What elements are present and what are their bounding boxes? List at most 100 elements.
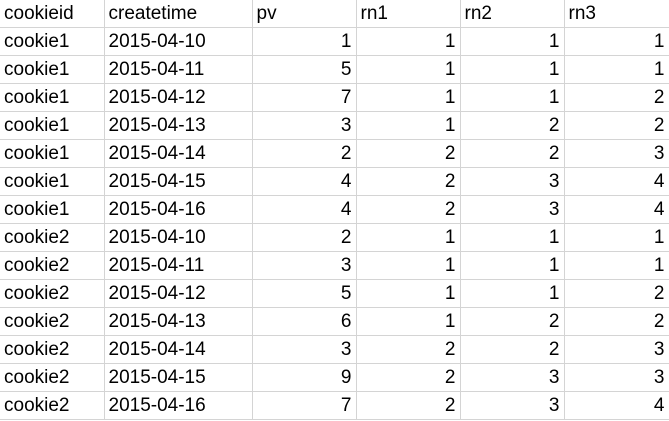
cell-rn3[interactable]: 2 <box>564 83 669 112</box>
cell-rn2[interactable]: 2 <box>460 335 565 364</box>
header-cell-rn1[interactable]: rn1 <box>356 0 461 28</box>
cell-cookieid[interactable]: cookie2 <box>0 335 105 364</box>
cell-rn1[interactable]: 2 <box>356 139 461 168</box>
cell-createtime[interactable]: 2015-04-10 <box>104 223 253 252</box>
cell-rn3[interactable]: 2 <box>564 279 669 308</box>
cell-createtime[interactable]: 2015-04-12 <box>104 279 253 308</box>
cell-pv[interactable]: 7 <box>252 391 357 420</box>
table-row: cookie2 2015-04-12 5 1 1 2 <box>0 279 669 308</box>
cell-rn2[interactable]: 3 <box>460 391 565 420</box>
header-cell-cookieid[interactable]: cookieid <box>0 0 105 28</box>
cell-pv[interactable]: 4 <box>252 167 357 196</box>
cell-cookieid[interactable]: cookie1 <box>0 195 105 224</box>
cell-createtime[interactable]: 2015-04-14 <box>104 139 253 168</box>
cell-rn3[interactable]: 3 <box>564 335 669 364</box>
cell-pv[interactable]: 4 <box>252 195 357 224</box>
cell-cookieid[interactable]: cookie2 <box>0 391 105 420</box>
cell-rn2[interactable]: 3 <box>460 195 565 224</box>
table-row: cookie1 2015-04-10 1 1 1 1 <box>0 27 669 56</box>
cell-cookieid[interactable]: cookie2 <box>0 251 105 280</box>
table-row: cookie2 2015-04-14 3 2 2 3 <box>0 335 669 364</box>
table-row: cookie1 2015-04-14 2 2 2 3 <box>0 139 669 168</box>
header-cell-rn2[interactable]: rn2 <box>460 0 565 28</box>
cell-rn1[interactable]: 2 <box>356 363 461 392</box>
cell-createtime[interactable]: 2015-04-12 <box>104 83 253 112</box>
cell-createtime[interactable]: 2015-04-13 <box>104 111 253 140</box>
cell-createtime[interactable]: 2015-04-16 <box>104 195 253 224</box>
cell-cookieid[interactable]: cookie1 <box>0 27 105 56</box>
cell-rn1[interactable]: 1 <box>356 27 461 56</box>
cell-rn3[interactable]: 3 <box>564 139 669 168</box>
cell-rn2[interactable]: 3 <box>460 363 565 392</box>
table-row: cookie1 2015-04-16 4 2 3 4 <box>0 195 669 224</box>
cell-cookieid[interactable]: cookie1 <box>0 55 105 84</box>
cell-pv[interactable]: 1 <box>252 27 357 56</box>
cell-cookieid[interactable]: cookie2 <box>0 363 105 392</box>
cell-rn1[interactable]: 1 <box>356 223 461 252</box>
cell-rn3[interactable]: 2 <box>564 307 669 336</box>
cell-pv[interactable]: 3 <box>252 251 357 280</box>
cell-cookieid[interactable]: cookie2 <box>0 307 105 336</box>
cell-rn1[interactable]: 2 <box>356 167 461 196</box>
cell-rn3[interactable]: 2 <box>564 111 669 140</box>
cell-cookieid[interactable]: cookie1 <box>0 167 105 196</box>
cell-rn2[interactable]: 1 <box>460 251 565 280</box>
cell-rn2[interactable]: 1 <box>460 55 565 84</box>
table-row: cookie2 2015-04-16 7 2 3 4 <box>0 391 669 420</box>
header-cell-pv[interactable]: pv <box>252 0 357 28</box>
cell-rn3[interactable]: 1 <box>564 27 669 56</box>
cell-rn1[interactable]: 1 <box>356 251 461 280</box>
header-row: cookieid createtime pv rn1 rn2 rn3 <box>0 0 669 28</box>
cell-rn1[interactable]: 1 <box>356 307 461 336</box>
cell-rn1[interactable]: 2 <box>356 335 461 364</box>
cell-createtime[interactable]: 2015-04-16 <box>104 391 253 420</box>
cell-rn3[interactable]: 4 <box>564 195 669 224</box>
cell-createtime[interactable]: 2015-04-14 <box>104 335 253 364</box>
cell-rn2[interactable]: 2 <box>460 307 565 336</box>
cell-rn1[interactable]: 2 <box>356 391 461 420</box>
header-cell-createtime[interactable]: createtime <box>104 0 253 28</box>
cell-createtime[interactable]: 2015-04-15 <box>104 363 253 392</box>
cell-pv[interactable]: 2 <box>252 223 357 252</box>
cell-rn2[interactable]: 2 <box>460 111 565 140</box>
cell-rn2[interactable]: 3 <box>460 167 565 196</box>
cell-rn3[interactable]: 1 <box>564 223 669 252</box>
cell-cookieid[interactable]: cookie1 <box>0 83 105 112</box>
cell-pv[interactable]: 9 <box>252 363 357 392</box>
cell-rn2[interactable]: 1 <box>460 83 565 112</box>
cell-rn1[interactable]: 1 <box>356 111 461 140</box>
cell-pv[interactable]: 6 <box>252 307 357 336</box>
cell-createtime[interactable]: 2015-04-13 <box>104 307 253 336</box>
cell-rn2[interactable]: 1 <box>460 279 565 308</box>
cell-rn3[interactable]: 1 <box>564 251 669 280</box>
cell-rn3[interactable]: 3 <box>564 363 669 392</box>
cell-pv[interactable]: 3 <box>252 111 357 140</box>
cell-createtime[interactable]: 2015-04-10 <box>104 27 253 56</box>
cell-rn3[interactable]: 4 <box>564 167 669 196</box>
cell-createtime[interactable]: 2015-04-15 <box>104 167 253 196</box>
table-body: cookie1 2015-04-10 1 1 1 1 cookie1 2015-04-11 5 1… <box>0 27 669 420</box>
cell-rn1[interactable]: 2 <box>356 195 461 224</box>
header-cell-rn3[interactable]: rn3 <box>564 0 669 28</box>
cell-pv[interactable]: 5 <box>252 55 357 84</box>
cell-createtime[interactable]: 2015-04-11 <box>104 251 253 280</box>
cell-pv[interactable]: 7 <box>252 83 357 112</box>
cell-rn3[interactable]: 4 <box>564 391 669 420</box>
cell-cookieid[interactable]: cookie2 <box>0 279 105 308</box>
cell-rn1[interactable]: 1 <box>356 83 461 112</box>
cell-cookieid[interactable]: cookie1 <box>0 111 105 140</box>
cell-rn1[interactable]: 1 <box>356 279 461 308</box>
cell-pv[interactable]: 2 <box>252 139 357 168</box>
cell-rn2[interactable]: 1 <box>460 27 565 56</box>
cell-rn2[interactable]: 2 <box>460 139 565 168</box>
table-row: cookie1 2015-04-15 4 2 3 4 <box>0 167 669 196</box>
cell-cookieid[interactable]: cookie1 <box>0 139 105 168</box>
cell-pv[interactable]: 5 <box>252 279 357 308</box>
cell-rn1[interactable]: 1 <box>356 55 461 84</box>
cell-createtime[interactable]: 2015-04-11 <box>104 55 253 84</box>
cell-rn3[interactable]: 1 <box>564 55 669 84</box>
cell-pv[interactable]: 3 <box>252 335 357 364</box>
cell-cookieid[interactable]: cookie2 <box>0 223 105 252</box>
cell-rn2[interactable]: 1 <box>460 223 565 252</box>
